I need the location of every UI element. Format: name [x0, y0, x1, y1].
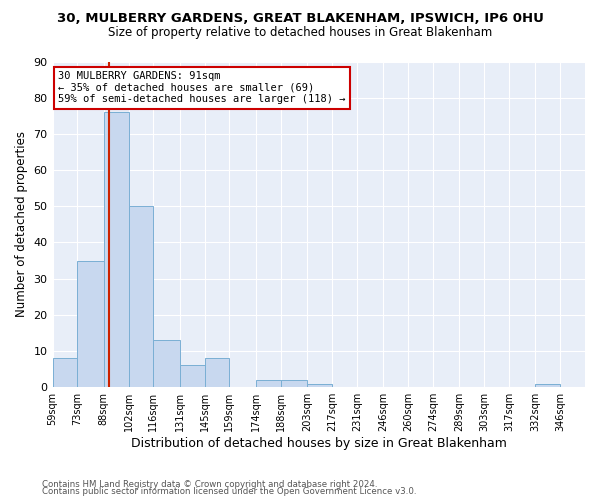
Text: 30, MULBERRY GARDENS, GREAT BLAKENHAM, IPSWICH, IP6 0HU: 30, MULBERRY GARDENS, GREAT BLAKENHAM, I… — [56, 12, 544, 26]
X-axis label: Distribution of detached houses by size in Great Blakenham: Distribution of detached houses by size … — [131, 437, 507, 450]
Bar — [128, 206, 154, 387]
Bar — [154, 340, 180, 387]
Bar — [77, 260, 104, 387]
Bar — [256, 380, 281, 387]
Text: Contains public sector information licensed under the Open Government Licence v3: Contains public sector information licen… — [42, 487, 416, 496]
Bar — [180, 366, 205, 387]
Y-axis label: Number of detached properties: Number of detached properties — [15, 132, 28, 318]
Bar — [281, 380, 307, 387]
Bar — [53, 358, 77, 387]
Bar — [104, 112, 128, 387]
Text: Contains HM Land Registry data © Crown copyright and database right 2024.: Contains HM Land Registry data © Crown c… — [42, 480, 377, 489]
Text: Size of property relative to detached houses in Great Blakenham: Size of property relative to detached ho… — [108, 26, 492, 39]
Text: 30 MULBERRY GARDENS: 91sqm
← 35% of detached houses are smaller (69)
59% of semi: 30 MULBERRY GARDENS: 91sqm ← 35% of deta… — [58, 72, 346, 104]
Bar — [205, 358, 229, 387]
Bar — [307, 384, 332, 387]
Bar — [535, 384, 560, 387]
